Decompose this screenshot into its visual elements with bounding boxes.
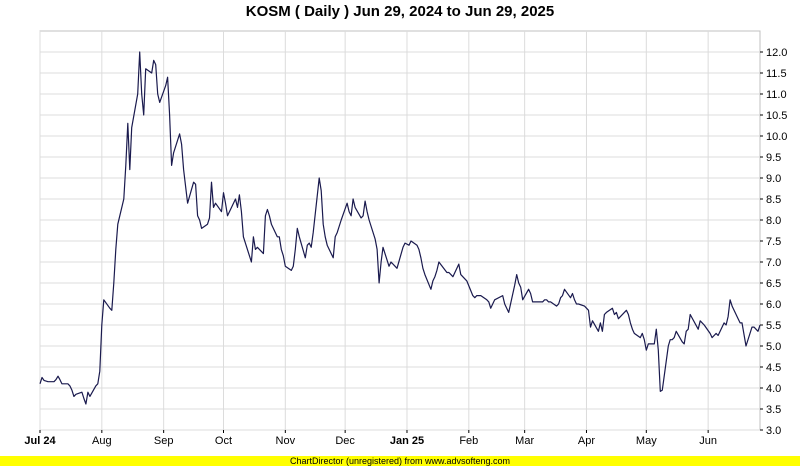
- y-tick-label: 8.5: [766, 194, 781, 206]
- x-tick-label: Nov: [276, 435, 296, 447]
- x-tick-label: Jul 24: [24, 435, 56, 447]
- x-tick-label: Jun: [699, 435, 717, 447]
- line-chart: 3.0 3.5 4.0 4.5 5.0 5.5 6.0 6.5 7.0 7.5 8.0 8.5 9.0 9…: [24, 30, 787, 447]
- x-tick-label: Oct: [215, 435, 232, 447]
- y-tick-label: 6.5: [766, 278, 781, 290]
- y-tick-label: 4.0: [766, 383, 781, 395]
- y-tick-label: 9.5: [766, 152, 781, 164]
- y-tick-label: 12.0: [766, 47, 787, 59]
- price-series-line: [39, 51, 761, 405]
- x-tick-label: Aug: [92, 435, 112, 447]
- series-group: [39, 51, 761, 405]
- y-tick-label: 5.5: [766, 320, 781, 332]
- x-tick-label: May: [636, 435, 657, 447]
- footer-banner: ChartDirector (unregistered) from www.ad…: [0, 456, 800, 466]
- y-tick-label: 7.0: [766, 257, 781, 269]
- y-tick-label: 3.0: [766, 425, 781, 437]
- x-tick-label: Jan 25: [390, 435, 424, 447]
- y-tick-label: 10.0: [766, 131, 787, 143]
- y-tick-label: 7.5: [766, 236, 781, 248]
- y-tick-label: 3.5: [766, 404, 781, 416]
- x-tick-label: Mar: [515, 435, 534, 447]
- y-tick-label: 9.0: [766, 173, 781, 185]
- x-tick-label: Dec: [335, 435, 355, 447]
- y-tick-label: 11.5: [766, 68, 787, 80]
- chart-title: KOSM ( Daily ) Jun 29, 2024 to Jun 29, 2…: [245, 3, 555, 20]
- grid: [39, 31, 760, 431]
- x-tick-label: Sep: [154, 435, 174, 447]
- y-tick-label: 8.0: [766, 215, 781, 227]
- y-axis: 3.0 3.5 4.0 4.5 5.0 5.5 6.0 6.5 7.0 7.5 8.0 8.5 9.0 9…: [760, 47, 787, 437]
- y-tick-label: 11.0: [766, 89, 787, 101]
- y-tick-label: 6.0: [766, 299, 781, 311]
- plot-area: [39, 30, 761, 431]
- x-tick-label: Apr: [578, 435, 595, 447]
- y-tick-label: 10.5: [766, 110, 787, 122]
- x-axis: Jul 24 Aug Sep Oct Nov Dec Jan 25 Feb Mar Apr May J…: [24, 430, 717, 447]
- y-tick-label: 5.0: [766, 341, 781, 353]
- x-tick-label: Feb: [459, 435, 478, 447]
- y-tick-label: 4.5: [766, 362, 781, 374]
